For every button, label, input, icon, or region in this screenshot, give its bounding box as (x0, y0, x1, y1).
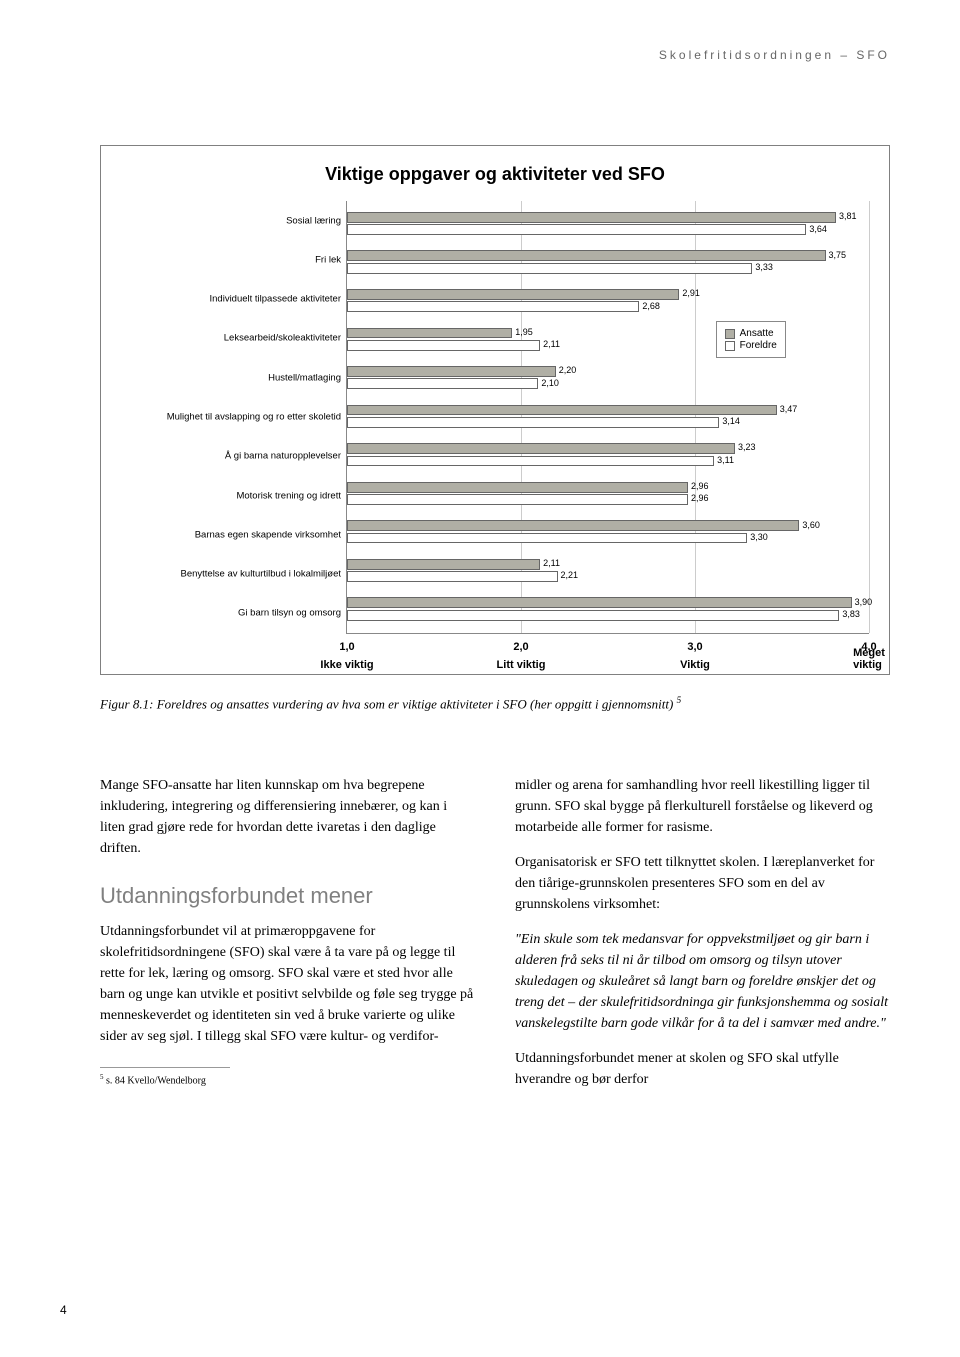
bar-ansatte (347, 559, 540, 570)
x-tick: 3,0 (687, 641, 702, 653)
column-left: Mange SFO-ansatte har liten kunnskap om … (100, 775, 475, 1104)
category-label: Leksearbeid/skoleaktiviteter (111, 333, 341, 344)
bar-value-label: 3,30 (750, 532, 768, 542)
bar-ansatte (347, 482, 688, 493)
chart-legend: AnsatteForeldre (716, 321, 786, 358)
chart-plot-area: 1,0Ikke viktig2,0Litt viktig3,0Viktig4,0… (346, 201, 869, 634)
chart-container: Viktige oppgaver og aktiviteter ved SFO … (100, 145, 890, 675)
x-axis-label: Litt viktig (497, 659, 546, 671)
bar-ansatte (347, 597, 852, 608)
caption-text: Figur 8.1: Foreldres og ansattes vurderi… (100, 696, 677, 711)
category-label: Hustell/matlaging (111, 372, 341, 383)
category-label: Gi barn tilsyn og omsorg (111, 608, 341, 619)
bar-value-label: 2,68 (642, 301, 660, 311)
bar-value-label: 2,10 (541, 378, 559, 388)
page-number: 4 (60, 1303, 67, 1317)
bar-value-label: 3,81 (839, 211, 857, 221)
category-label: Sosial læring (111, 215, 341, 226)
bar-foreldre (347, 456, 714, 467)
x-axis-label: Viktig (680, 659, 710, 671)
bar-value-label: 3,47 (780, 404, 798, 414)
paragraph: midler og arena for samhandling hvor ree… (515, 775, 890, 838)
bar-value-label: 3,33 (755, 262, 773, 272)
bar-ansatte (347, 250, 826, 261)
bar-ansatte (347, 443, 735, 454)
x-tick: 1,0 (339, 641, 354, 653)
bar-foreldre (347, 494, 688, 505)
bar-foreldre (347, 378, 538, 389)
bar-value-label: 3,75 (829, 250, 847, 260)
bar-ansatte (347, 405, 777, 416)
bar-value-label: 3,83 (842, 609, 860, 619)
bar-value-label: 2,21 (561, 570, 579, 580)
legend-item: Ansatte (725, 328, 777, 339)
section-heading: Utdanningsforbundet mener (100, 883, 475, 909)
block-quote: "Ein skule som tek medansvar for oppveks… (515, 929, 890, 1034)
column-right: midler og arena for samhandling hvor ree… (515, 775, 890, 1104)
bar-value-label: 3,64 (809, 224, 827, 234)
footnote-rule (100, 1067, 230, 1068)
bar-foreldre (347, 340, 540, 351)
bar-ansatte (347, 328, 512, 339)
bar-value-label: 3,11 (717, 455, 734, 465)
paragraph: Mange SFO-ansatte har liten kunnskap om … (100, 775, 475, 859)
bar-value-label: 2,96 (691, 493, 709, 503)
legend-label: Foreldre (740, 340, 777, 351)
bar-foreldre (347, 533, 747, 544)
figure-caption: Figur 8.1: Foreldres og ansattes vurderi… (100, 695, 890, 712)
bar-foreldre (347, 610, 839, 621)
legend-item: Foreldre (725, 340, 777, 351)
running-header: Skolefritidsordningen – SFO (659, 48, 890, 62)
bar-value-label: 2,96 (691, 481, 709, 491)
paragraph: Organisatorisk er SFO tett tilknyttet sk… (515, 852, 890, 915)
bar-ansatte (347, 289, 679, 300)
category-label: Mulighet til avslapping og ro etter skol… (111, 412, 341, 423)
category-label: Barnas egen skapende virksomhet (111, 529, 341, 540)
x-axis-label: Ikke viktig (320, 659, 373, 671)
footnote: 5 s. 84 Kvello/Wendelborg (100, 1073, 475, 1086)
bar-value-label: 3,14 (722, 416, 740, 426)
caption-footnote-ref: 5 (677, 695, 682, 705)
legend-label: Ansatte (740, 328, 774, 339)
paragraph: Utdanningsforbundet vil at primæroppgave… (100, 921, 475, 1047)
bar-foreldre (347, 417, 719, 428)
bar-value-label: 3,23 (738, 442, 756, 452)
bar-ansatte (347, 212, 836, 223)
bar-foreldre (347, 301, 639, 312)
category-label: Individuelt tilpassede aktiviteter (111, 294, 341, 305)
bar-foreldre (347, 263, 752, 274)
bar-value-label: 2,91 (682, 288, 700, 298)
category-label: Benyttelse av kulturtilbud i lokalmiljøe… (111, 569, 341, 580)
bar-value-label: 1,95 (515, 327, 533, 337)
legend-swatch (725, 329, 735, 339)
bar-ansatte (347, 366, 556, 377)
bar-value-label: 3,90 (855, 597, 873, 607)
category-label: Motorisk trening og idrett (111, 490, 341, 501)
body-columns: Mange SFO-ansatte har liten kunnskap om … (100, 775, 890, 1104)
bar-ansatte (347, 520, 799, 531)
bar-foreldre (347, 571, 558, 582)
x-axis-label: Meget viktig (853, 647, 885, 671)
category-label: Fri lek (111, 254, 341, 265)
legend-swatch (725, 341, 735, 351)
bar-value-label: 3,60 (802, 520, 820, 530)
category-label: Å gi barna naturopplevelser (111, 451, 341, 462)
bar-value-label: 2,11 (543, 339, 560, 349)
footnote-text: s. 84 Kvello/Wendelborg (104, 1075, 206, 1086)
paragraph: Utdanningsforbundet mener at skolen og S… (515, 1048, 890, 1090)
x-tick: 2,0 (513, 641, 528, 653)
bar-value-label: 2,20 (559, 365, 577, 375)
bar-foreldre (347, 224, 806, 235)
bar-value-label: 2,11 (543, 558, 560, 568)
chart-title: Viktige oppgaver og aktiviteter ved SFO (101, 146, 889, 197)
